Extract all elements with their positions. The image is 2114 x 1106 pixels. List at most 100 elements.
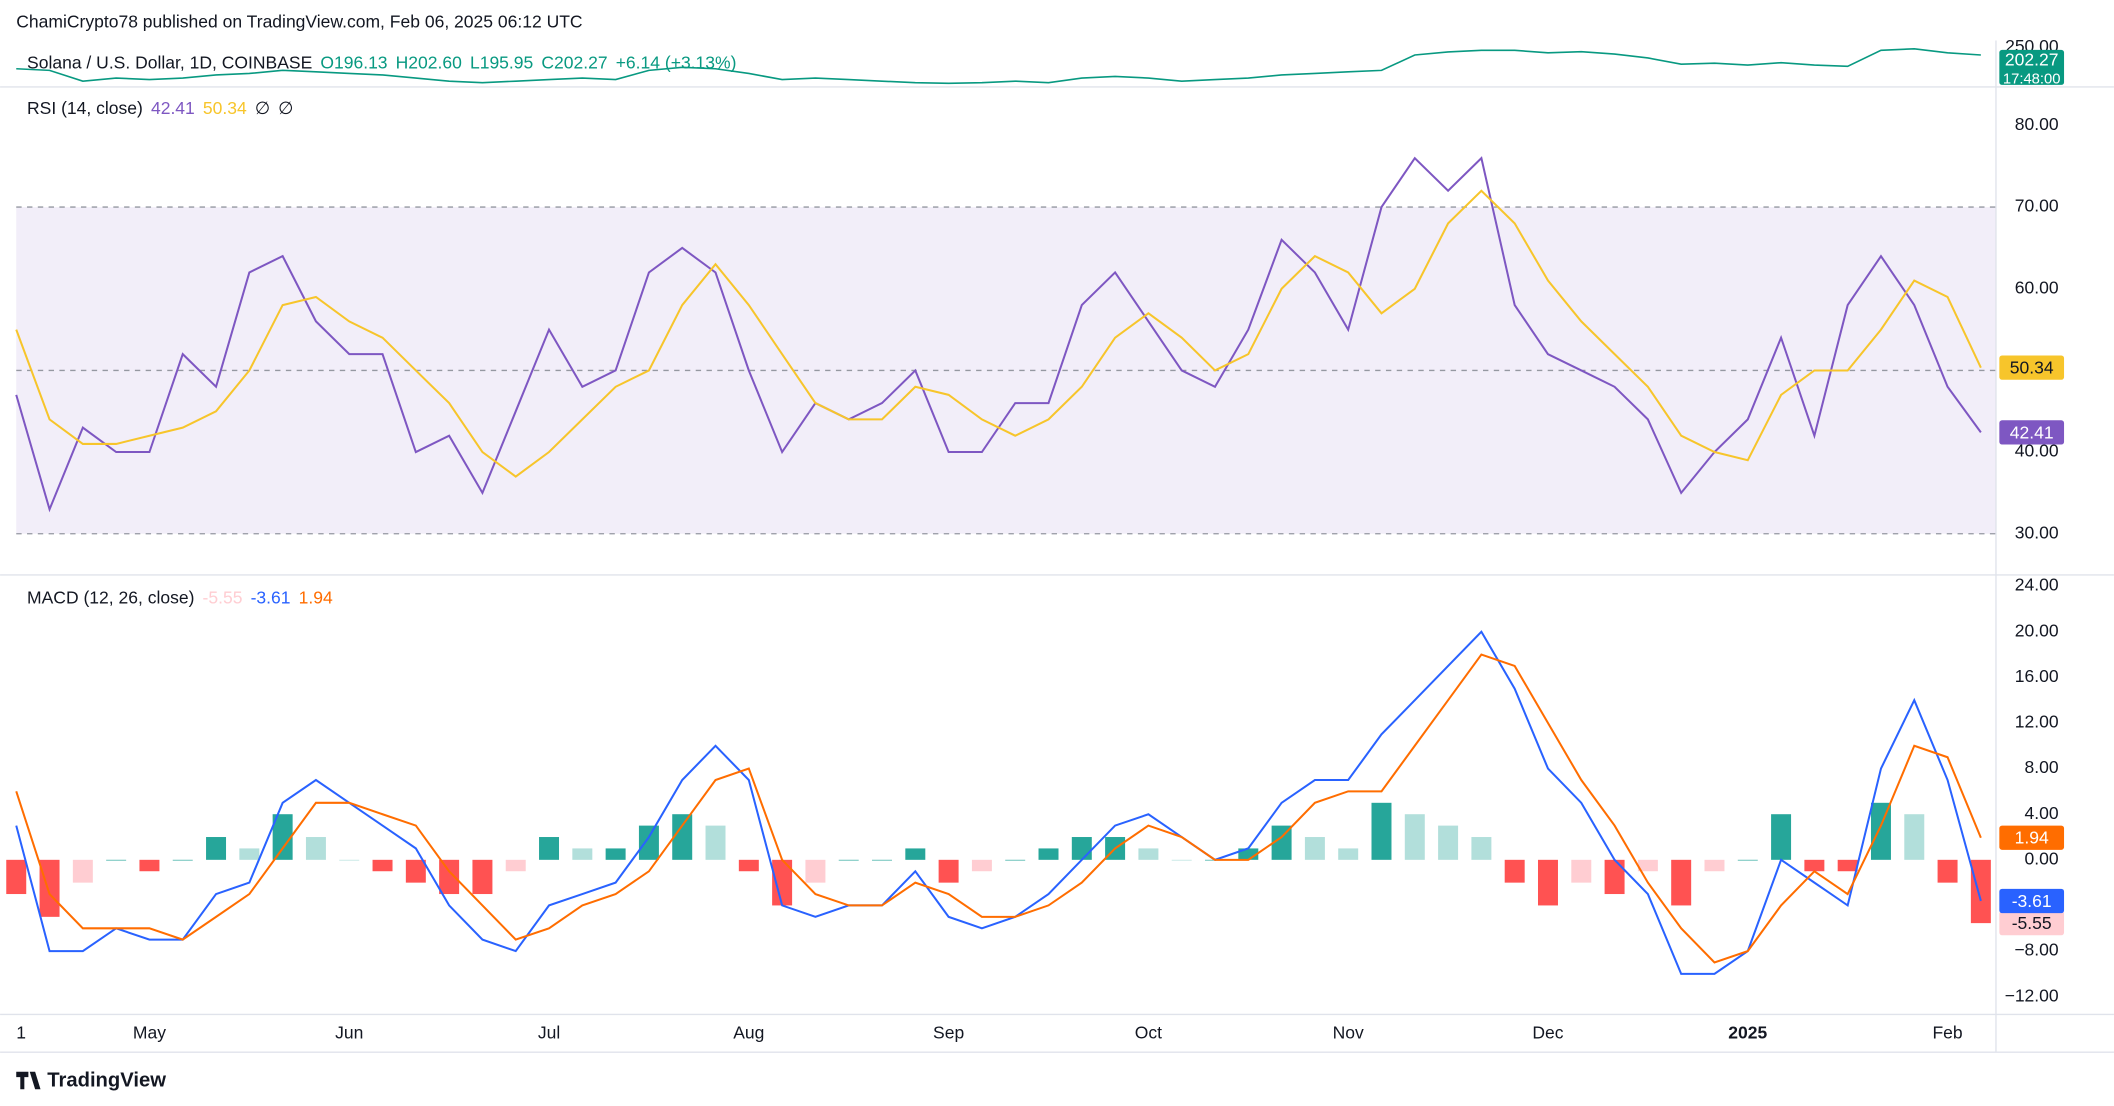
histogram-bar <box>1071 837 1092 860</box>
logo-text: TradingView <box>47 1070 166 1092</box>
histogram-bar <box>1404 814 1425 860</box>
histogram-bar <box>1870 802 1891 860</box>
y-tick-label: 0.00 <box>2025 848 2059 868</box>
legend-title: MACD (12, 26, close) <box>27 587 194 607</box>
histogram-bar <box>72 859 93 883</box>
value-badge: 50.34 <box>2010 358 2054 378</box>
legend-ohlc: L195.95 <box>470 52 533 72</box>
x-tick-label: 1 <box>16 1023 26 1043</box>
legend-change: +6.14 (+3.13%) <box>616 52 737 72</box>
x-tick-label: Jun <box>335 1023 363 1043</box>
histogram-bar <box>572 848 593 860</box>
legend-value: 50.34 <box>203 98 247 118</box>
histogram-bar <box>1637 859 1658 872</box>
histogram-bar <box>1571 859 1592 883</box>
histogram-bar <box>1438 825 1459 860</box>
y-tick-label: 40.00 <box>2015 441 2059 461</box>
legend-ohlc: O196.13 <box>320 52 387 72</box>
histogram-bar <box>1138 848 1159 860</box>
histogram-bar <box>638 825 659 860</box>
histogram-bar <box>772 859 793 906</box>
histogram-bar <box>1904 814 1925 860</box>
histogram-bar <box>1804 859 1825 872</box>
y-tick-label: 60.00 <box>2015 277 2059 297</box>
histogram-bar <box>439 859 460 895</box>
y-tick-label: 4.00 <box>2025 803 2059 823</box>
histogram-bar <box>1937 859 1958 883</box>
histogram-bar <box>272 814 293 860</box>
histogram-bar <box>106 859 127 861</box>
histogram-bar <box>505 859 526 872</box>
price-badge-bg <box>1999 49 2065 85</box>
value-badge-bg <box>1999 420 2065 445</box>
legend-extra: ∅ <box>255 98 270 118</box>
y-tick-label: −12.00 <box>2005 985 2059 1005</box>
y-tick-label: 16.00 <box>2015 666 2059 686</box>
histogram-bar <box>472 859 493 895</box>
histogram-bar <box>672 814 693 860</box>
histogram-bar <box>838 859 859 861</box>
value-badge: 1.94 <box>2015 828 2049 848</box>
value-badge-bg <box>1999 888 2065 914</box>
y-tick-label: 12.00 <box>2015 712 2059 732</box>
histogram-bar <box>1238 848 1259 860</box>
legend-value: -3.61 <box>251 587 291 607</box>
histogram-bar <box>805 859 826 883</box>
x-tick-label: Jul <box>538 1023 560 1043</box>
histogram-bar <box>305 837 326 860</box>
histogram-bar <box>1304 837 1325 860</box>
histogram-bar <box>1837 859 1858 872</box>
value-badge: -3.61 <box>2012 891 2052 911</box>
price-badge: 202.27 <box>2005 49 2059 69</box>
histogram-bar <box>1471 837 1492 860</box>
histogram-bar <box>1537 859 1558 906</box>
logo: TradingView <box>16 1070 166 1092</box>
value-badge-bg <box>1999 825 2065 850</box>
rsi-band <box>16 207 1996 534</box>
legend-title: Solana / U.S. Dollar, 1D, COINBASE <box>27 52 312 72</box>
histogram-bar <box>705 825 726 860</box>
legend-ohlc: C202.27 <box>541 52 607 72</box>
histogram-bar <box>1371 802 1392 860</box>
histogram-bar <box>1005 859 1026 861</box>
legend-value: 42.41 <box>151 98 195 118</box>
x-tick-label: Dec <box>1532 1023 1563 1043</box>
histogram-bar <box>39 859 60 917</box>
legend-title: RSI (14, close) <box>27 98 143 118</box>
histogram-bar <box>1737 859 1758 861</box>
series-line <box>15 630 1982 975</box>
histogram-bar <box>971 859 992 872</box>
histogram-bar <box>339 859 360 861</box>
y-tick-label: 8.00 <box>2025 757 2059 777</box>
histogram-bar <box>1504 859 1525 883</box>
y-tick-label: 80.00 <box>2015 114 2059 134</box>
y-tick-label: 20.00 <box>2015 620 2059 640</box>
histogram-bar <box>1171 859 1192 861</box>
series-line <box>15 653 1982 964</box>
histogram-bar <box>6 859 27 895</box>
legend-ohlc: H202.60 <box>396 52 462 72</box>
histogram-bar <box>872 859 893 861</box>
histogram-bar <box>172 859 193 861</box>
legend-value: -5.55 <box>203 587 243 607</box>
value-badge: 42.41 <box>2010 422 2054 442</box>
series-line <box>16 47 1981 85</box>
y-tick-label: 30.00 <box>2015 522 2059 542</box>
publisher: ChamiCrypto78 published on TradingView.c… <box>16 12 582 32</box>
histogram-bar <box>905 848 926 860</box>
histogram-bar <box>1970 859 1991 924</box>
legend: Solana / U.S. Dollar, 1D, COINBASE O196.1… <box>27 52 736 72</box>
legend-extra: ∅ <box>278 98 293 118</box>
value-badge: -5.55 <box>2012 913 2052 933</box>
histogram-bar <box>139 859 160 872</box>
countdown: 17:48:00 <box>2003 71 2061 87</box>
histogram-bar <box>1771 814 1792 860</box>
histogram-bar <box>605 848 626 860</box>
histogram-bar <box>372 859 393 872</box>
value-badge-bg <box>1999 910 2065 936</box>
logo-icon <box>16 1071 41 1090</box>
histogram-bar <box>1604 859 1625 895</box>
histogram-bar <box>206 837 227 860</box>
